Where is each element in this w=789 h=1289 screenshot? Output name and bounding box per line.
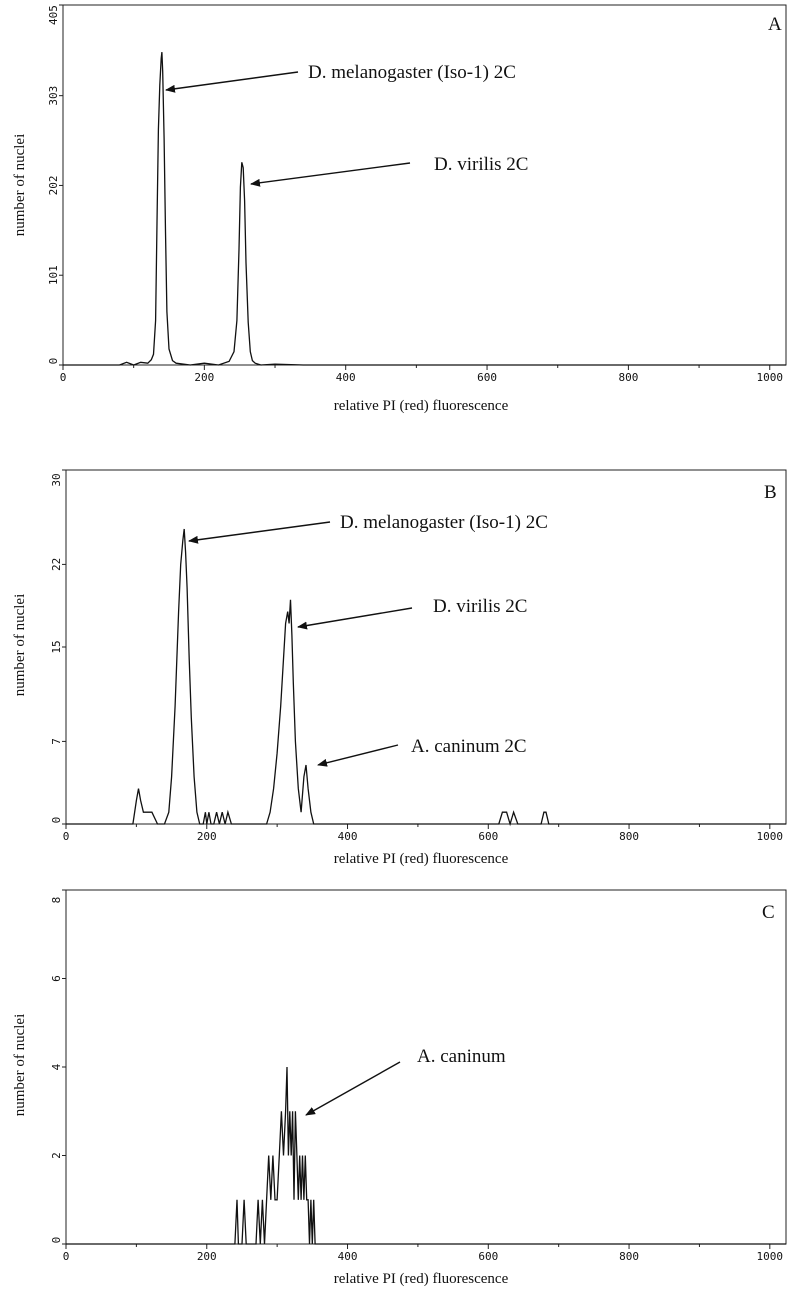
panel-b: 0 200 400 600 800 1000 0 7 15 22 30 B relative PI … <box>12 469 787 867</box>
y-tick-label: 202 <box>47 176 60 196</box>
panel-a-histogram <box>63 52 786 366</box>
panel-c-label: C <box>762 902 775 923</box>
panel-a-xlabel: relative PI (red) fluorescence <box>334 398 509 414</box>
panel-a-arrow-virilis <box>250 162 411 187</box>
x-tick-label: 1000 <box>757 830 784 843</box>
y-tick-label: 0 <box>50 1237 63 1244</box>
panel-c-histogram <box>66 1066 786 1245</box>
panel-b-label: B <box>764 482 777 503</box>
x-tick-label: 200 <box>197 1250 217 1263</box>
x-tick-label: 600 <box>477 371 497 384</box>
panel-b-ticks: 0 200 400 600 800 1000 0 7 15 22 30 <box>50 469 784 843</box>
x-tick-label: 600 <box>478 830 498 843</box>
y-tick-label: 30 <box>50 473 63 486</box>
y-tick-label: 15 <box>50 640 63 653</box>
x-tick-label: 200 <box>194 371 214 384</box>
panel-a-annotation-melanogaster: D. melanogaster (Iso-1) 2C <box>308 62 516 83</box>
x-tick-label: 1000 <box>757 1250 784 1263</box>
panel-a-arrow-melanogaster <box>165 71 299 93</box>
y-tick-label: 6 <box>50 975 63 982</box>
x-tick-label: 600 <box>478 1250 498 1263</box>
x-tick-label: 800 <box>619 830 639 843</box>
panel-b-histogram <box>66 528 786 827</box>
y-tick-label: 0 <box>50 817 63 824</box>
panel-b-annotation-melanogaster: D. melanogaster (Iso-1) 2C <box>340 512 548 533</box>
y-tick-label: 101 <box>47 265 60 285</box>
y-tick-label: 22 <box>50 558 63 571</box>
x-tick-label: 800 <box>619 1250 639 1263</box>
x-tick-label: 0 <box>63 830 70 843</box>
panel-c-xlabel: relative PI (red) fluorescence <box>334 1271 509 1287</box>
x-tick-label: 400 <box>336 371 356 384</box>
x-tick-label: 400 <box>338 830 358 843</box>
panel-a-label: A <box>768 14 782 35</box>
panel-a-ylabel: number of nuclei <box>12 134 28 236</box>
panel-b-ylabel: number of nuclei <box>12 594 28 696</box>
x-tick-label: 1000 <box>756 371 783 384</box>
y-tick-label: 303 <box>47 86 60 106</box>
panel-b-xlabel: relative PI (red) fluorescence <box>334 851 509 867</box>
panel-a: 0 200 400 600 800 1000 0 101 202 303 405 A relativ… <box>12 4 787 414</box>
panel-b-annotation-virilis: D. virilis 2C <box>433 596 527 617</box>
y-tick-label: 405 <box>47 5 60 25</box>
panel-b-arrow-caninum <box>317 744 399 767</box>
x-tick-label: 200 <box>197 830 217 843</box>
panel-c-annotation-caninum: A. caninum <box>417 1046 506 1067</box>
panel-b-annotation-caninum: A. caninum 2C <box>411 736 527 757</box>
panel-c-frame <box>65 889 787 1245</box>
x-tick-label: 400 <box>338 1250 358 1263</box>
panel-c-ylabel: number of nuclei <box>12 1014 28 1116</box>
y-tick-label: 8 <box>50 897 63 904</box>
x-tick-label: 800 <box>618 371 638 384</box>
panel-c: 0 200 400 600 800 1000 0 2 4 6 8 C relative PI (re… <box>12 889 787 1287</box>
panel-c-ticks: 0 200 400 600 800 1000 0 2 4 6 8 <box>50 889 784 1263</box>
x-tick-label: 0 <box>63 1250 70 1263</box>
panel-a-ticks: 0 200 400 600 800 1000 0 101 202 303 405 <box>47 4 783 384</box>
x-tick-label: 0 <box>60 371 67 384</box>
panel-b-arrow-virilis <box>297 607 413 630</box>
y-tick-label: 7 <box>50 738 63 745</box>
panel-a-annotation-virilis: D. virilis 2C <box>434 154 528 175</box>
panel-c-arrow-caninum <box>305 1061 401 1116</box>
y-tick-label: 2 <box>50 1152 63 1159</box>
y-tick-label: 0 <box>47 358 60 365</box>
panel-a-frame <box>62 4 787 366</box>
y-tick-label: 4 <box>50 1063 63 1070</box>
panel-b-arrow-melanogaster <box>188 521 331 544</box>
